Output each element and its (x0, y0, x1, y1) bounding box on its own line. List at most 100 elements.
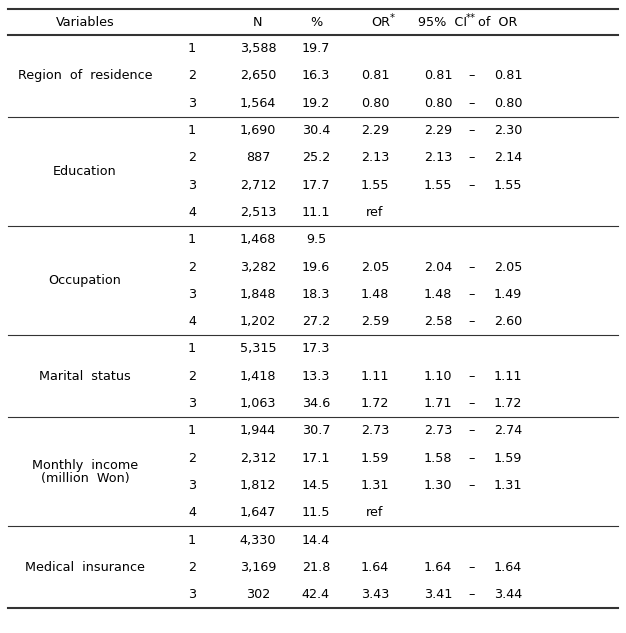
Text: 3,588: 3,588 (240, 42, 276, 55)
Text: 3.41: 3.41 (424, 588, 452, 601)
Text: 2: 2 (188, 70, 196, 82)
Text: 2.13: 2.13 (361, 151, 389, 165)
Text: 3,169: 3,169 (240, 561, 276, 574)
Text: 1.59: 1.59 (361, 452, 389, 465)
Text: 4: 4 (188, 506, 196, 519)
Text: 3.44: 3.44 (494, 588, 522, 601)
Text: 1,202: 1,202 (240, 315, 276, 328)
Text: 19.2: 19.2 (302, 97, 330, 110)
Text: 1.49: 1.49 (494, 288, 522, 301)
Text: 42.4: 42.4 (302, 588, 330, 601)
Text: 1.55: 1.55 (361, 179, 389, 192)
Text: –: – (469, 179, 475, 192)
Text: 9.5: 9.5 (306, 233, 326, 246)
Text: 2.73: 2.73 (424, 424, 452, 437)
Text: –: – (469, 124, 475, 137)
Text: 0.81: 0.81 (361, 70, 389, 82)
Text: Region  of  residence: Region of residence (18, 70, 152, 82)
Text: 1.31: 1.31 (494, 479, 522, 492)
Text: 11.5: 11.5 (302, 506, 331, 519)
Text: Education: Education (53, 165, 117, 178)
Text: –: – (469, 261, 475, 273)
Text: 1.10: 1.10 (424, 370, 452, 383)
Text: 2.14: 2.14 (494, 151, 522, 165)
Text: 2,712: 2,712 (240, 179, 276, 192)
Text: 2.74: 2.74 (494, 424, 522, 437)
Text: 16.3: 16.3 (302, 70, 330, 82)
Text: 2.60: 2.60 (494, 315, 522, 328)
Text: 3,282: 3,282 (240, 261, 276, 273)
Text: 1,848: 1,848 (240, 288, 276, 301)
Text: N: N (254, 15, 263, 28)
Text: –: – (469, 397, 475, 410)
Text: 14.5: 14.5 (302, 479, 330, 492)
Text: 0.81: 0.81 (424, 70, 452, 82)
Text: 1,063: 1,063 (240, 397, 276, 410)
Text: Marital  status: Marital status (39, 370, 131, 383)
Text: 3: 3 (188, 588, 196, 601)
Text: 3: 3 (188, 97, 196, 110)
Text: ref: ref (366, 506, 384, 519)
Text: 1.71: 1.71 (424, 397, 452, 410)
Text: 2.13: 2.13 (424, 151, 452, 165)
Text: 3.43: 3.43 (361, 588, 389, 601)
Text: 4,330: 4,330 (240, 534, 276, 546)
Text: 2: 2 (188, 370, 196, 383)
Text: 1,690: 1,690 (240, 124, 276, 137)
Text: –: – (469, 151, 475, 165)
Text: 2.73: 2.73 (361, 424, 389, 437)
Text: 4: 4 (188, 315, 196, 328)
Text: 1: 1 (188, 534, 196, 546)
Text: 1.64: 1.64 (424, 561, 452, 574)
Text: –: – (469, 479, 475, 492)
Text: 1.64: 1.64 (494, 561, 522, 574)
Text: 30.7: 30.7 (302, 424, 331, 437)
Text: 2.29: 2.29 (361, 124, 389, 137)
Text: –: – (469, 315, 475, 328)
Text: Monthly  income: Monthly income (32, 459, 138, 472)
Text: 1.11: 1.11 (361, 370, 389, 383)
Text: 3: 3 (188, 179, 196, 192)
Text: 14.4: 14.4 (302, 534, 330, 546)
Text: 3: 3 (188, 288, 196, 301)
Text: –: – (469, 97, 475, 110)
Text: 1.55: 1.55 (424, 179, 452, 192)
Text: 30.4: 30.4 (302, 124, 330, 137)
Text: 1: 1 (188, 124, 196, 137)
Text: 95%  CI: 95% CI (418, 15, 467, 28)
Text: 27.2: 27.2 (302, 315, 330, 328)
Text: 0.80: 0.80 (494, 97, 522, 110)
Text: 21.8: 21.8 (302, 561, 330, 574)
Text: –: – (469, 588, 475, 601)
Text: 1: 1 (188, 233, 196, 246)
Text: 4: 4 (188, 206, 196, 219)
Text: 2.05: 2.05 (494, 261, 522, 273)
Text: 25.2: 25.2 (302, 151, 330, 165)
Text: –: – (469, 452, 475, 465)
Text: 2,513: 2,513 (240, 206, 276, 219)
Text: 1.31: 1.31 (361, 479, 389, 492)
Text: 2.05: 2.05 (361, 261, 389, 273)
Text: 19.6: 19.6 (302, 261, 330, 273)
Text: 2: 2 (188, 452, 196, 465)
Text: 1.72: 1.72 (361, 397, 389, 410)
Text: 2.59: 2.59 (361, 315, 389, 328)
Text: (million  Won): (million Won) (41, 472, 130, 485)
Text: 2: 2 (188, 261, 196, 273)
Text: 1.72: 1.72 (494, 397, 522, 410)
Text: 5,315: 5,315 (240, 342, 276, 356)
Text: 1.58: 1.58 (424, 452, 452, 465)
Text: 0.80: 0.80 (424, 97, 452, 110)
Text: 1,944: 1,944 (240, 424, 276, 437)
Text: 3: 3 (188, 397, 196, 410)
Text: 1,647: 1,647 (240, 506, 276, 519)
Text: 34.6: 34.6 (302, 397, 330, 410)
Text: 2.30: 2.30 (494, 124, 522, 137)
Text: 2: 2 (188, 151, 196, 165)
Text: 1.30: 1.30 (424, 479, 452, 492)
Text: of  OR: of OR (474, 15, 517, 28)
Text: 1.11: 1.11 (494, 370, 522, 383)
Text: %: % (310, 15, 322, 28)
Text: 17.1: 17.1 (302, 452, 331, 465)
Text: 11.1: 11.1 (302, 206, 331, 219)
